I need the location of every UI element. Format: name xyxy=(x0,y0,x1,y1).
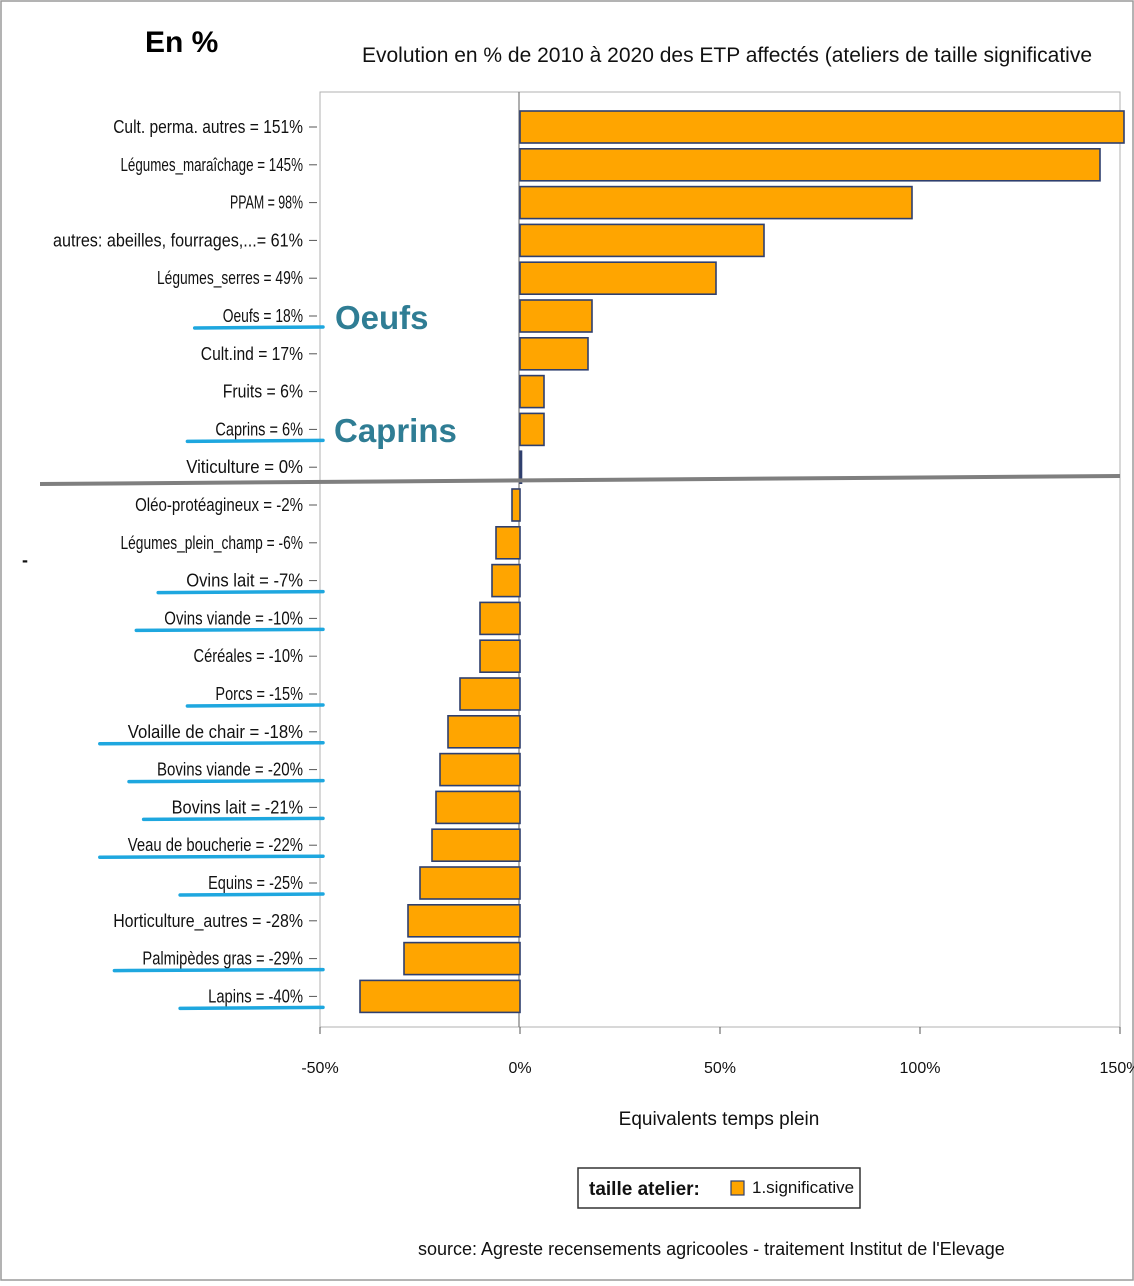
bar xyxy=(519,450,523,485)
highlight-underline xyxy=(141,816,325,822)
bar xyxy=(359,979,521,1014)
legend: taille atelier: 1.significative xyxy=(577,1167,861,1209)
category-label: Céréales = -10% xyxy=(194,646,304,666)
category-label: PPAM = 98% xyxy=(230,193,303,213)
highlight-underline xyxy=(185,703,325,708)
bar xyxy=(519,185,913,220)
legend-box xyxy=(577,1167,861,1209)
bars-layer xyxy=(359,110,1125,1014)
chart-title: Evolution en % de 2010 à 2020 des ETP af… xyxy=(362,44,1092,67)
stray-mark: - xyxy=(22,550,28,570)
bar xyxy=(407,903,521,938)
x-axis-title: Equivalents temps plein xyxy=(619,1109,820,1130)
category-label: Légumes_plein_champ = -6% xyxy=(121,533,304,554)
bar xyxy=(459,677,521,711)
x-tick-label: 100% xyxy=(900,1060,941,1077)
bar xyxy=(439,752,521,787)
category-label: Veau de boucherie = -22% xyxy=(128,835,303,855)
bar xyxy=(479,601,521,636)
highlight-underline xyxy=(178,1005,325,1011)
x-tick-label: 150% xyxy=(1100,1060,1134,1077)
bar xyxy=(519,336,589,371)
bar xyxy=(495,525,521,560)
bar xyxy=(519,412,545,447)
legend-entry: 1.significative xyxy=(752,1178,854,1197)
category-label: Caprins = 6% xyxy=(215,419,303,439)
category-label: Cult. perma. autres = 151% xyxy=(113,117,303,137)
legend-title: taille atelier: xyxy=(589,1179,700,1200)
category-label: Oeufs = 18% xyxy=(223,306,303,326)
highlight-underline xyxy=(98,854,325,859)
category-label: Volaille de chair = -18% xyxy=(128,722,303,742)
bar xyxy=(511,488,521,522)
highlight-underline xyxy=(156,589,325,595)
bar xyxy=(519,299,593,333)
category-label: Palmipèdes gras = -29% xyxy=(142,949,303,969)
category-label: Horticulture_autres = -28% xyxy=(113,911,303,932)
bar xyxy=(479,639,521,674)
bar xyxy=(435,790,521,825)
bar xyxy=(519,223,765,258)
x-tick-label: 0% xyxy=(508,1060,531,1077)
highlight-underline xyxy=(192,325,325,330)
annotation-oeufs: Oeufs xyxy=(335,299,429,336)
bar xyxy=(519,148,1101,182)
bar xyxy=(519,261,717,296)
corner-label: En % xyxy=(145,26,218,59)
legend-swatch xyxy=(730,1180,745,1196)
category-label: autres: abeilles, fourrages,...= 61% xyxy=(53,230,303,250)
x-tick-label: 50% xyxy=(704,1060,736,1077)
bar xyxy=(403,941,521,976)
divider-line xyxy=(39,474,1121,486)
category-label: Bovins lait = -21% xyxy=(172,797,303,817)
bar xyxy=(419,866,521,900)
category-label: Lapins = -40% xyxy=(208,986,303,1006)
category-label: Porcs = -15% xyxy=(215,684,303,704)
bar xyxy=(519,110,1125,144)
highlight-underline xyxy=(127,778,325,784)
annotation-caprins: Caprins xyxy=(334,412,457,449)
bar xyxy=(447,714,521,749)
highlight-underline xyxy=(178,892,325,897)
category-label: Viticulture = 0% xyxy=(186,457,303,477)
category-label: Oléo-protéagineux = -2% xyxy=(135,495,303,515)
category-label: Légumes_serres = 49% xyxy=(157,268,303,289)
category-label: Ovins lait = -7% xyxy=(186,571,303,591)
highlight-underline xyxy=(112,967,325,973)
category-label: Ovins viande = -10% xyxy=(164,608,303,628)
category-labels: Cult. perma. autres = 151% Légumes_maraîc… xyxy=(53,117,325,1011)
bar xyxy=(491,563,521,598)
category-label: Bovins viande = -20% xyxy=(157,760,303,780)
category-label: Légumes_maraîchage = 145% xyxy=(121,155,304,176)
bar xyxy=(431,828,521,863)
highlight-underline xyxy=(98,741,325,746)
x-tick-label: -50% xyxy=(301,1060,338,1077)
highlight-underline xyxy=(185,438,325,444)
category-label: Fruits = 6% xyxy=(223,382,303,402)
category-label: Cult.ind = 17% xyxy=(201,344,303,364)
bar xyxy=(519,374,545,409)
x-axis-ticks: -50% 0% 50% 100% 150% xyxy=(301,1027,1134,1077)
category-label: Equins = -25% xyxy=(208,873,303,893)
source-note: source: Agreste recensements agricooles … xyxy=(418,1239,1005,1259)
highlight-underline xyxy=(134,627,325,633)
